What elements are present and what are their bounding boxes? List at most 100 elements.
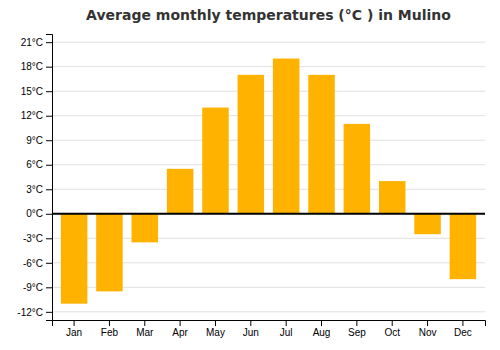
bar [96,214,123,292]
tick-mark [321,320,322,326]
tick-mark [46,312,52,313]
tick: 6°C [26,159,52,170]
tick-mark [180,320,181,326]
tick: 18°C [21,61,52,72]
tick-mark [46,263,52,264]
tick: Jan [66,320,82,338]
bar [450,214,477,279]
tick-label: Nov [419,327,437,338]
grid-line [52,115,485,116]
y-axis: -12°C -9°C -6°C -3°C 0°C 3°C 6°C 9°C 12°C 15°C 18°… [17,35,52,321]
tick-label: Oct [384,327,400,338]
grid-line [52,213,485,214]
tick-mark [250,320,251,326]
tick: Feb [101,320,119,338]
tick: -6°C [23,258,52,269]
tick: 15°C [21,86,52,97]
tick-label: Jul [280,327,293,338]
tick: 21°C [21,37,52,48]
grid-line [52,164,485,165]
grid-line [52,140,485,141]
tick: May [206,320,225,338]
tick-label: 3°C [26,184,43,195]
tick: Jun [243,320,259,338]
zero-line [52,213,485,215]
tick-mark [109,320,110,326]
tick-label: -12°C [17,307,43,318]
tick-label: Apr [172,327,188,338]
tick-mark [46,287,52,288]
tick-mark [215,320,216,326]
tick: Jul [280,320,293,338]
tick-mark [462,320,463,326]
tick-label: Jun [243,327,259,338]
tick: Sep [348,320,366,338]
tick-label: May [206,327,225,338]
tick: Oct [384,320,400,338]
tick-label: Sep [348,327,366,338]
tick: 12°C [21,110,52,121]
grid [52,42,485,312]
x-axis: Jan Feb Mar Apr May Jun Jul Aug Sep Oct Nov Dec [53,320,486,338]
tick-mark [46,91,52,92]
tick-mark [144,320,145,326]
plot: -12°C -9°C -6°C -3°C 0°C 3°C 6°C 9°C 12°C 15°C 18°… [17,35,485,339]
tick: -9°C [23,282,52,293]
tick: 0°C [26,208,52,219]
tick-mark [427,320,428,326]
tick-mark [46,238,52,239]
bar [344,124,371,214]
tick-label: 15°C [21,86,43,97]
tick-label: Mar [136,327,154,338]
tick-mark [74,320,75,326]
tick-label: Feb [101,327,119,338]
grid-line [52,91,485,92]
tick-mark [46,42,52,43]
tick: -12°C [17,307,52,318]
tick-label: Dec [454,327,472,338]
tick-mark [46,67,52,68]
tick-label: 21°C [21,37,43,48]
tick-label: Aug [313,327,331,338]
bar [238,75,265,214]
tick-label: -6°C [23,258,43,269]
tick-mark [46,165,52,166]
grid-line [52,311,485,312]
tick-mark [46,214,52,215]
bars [52,59,485,304]
tick: -3°C [23,233,52,244]
tick-label: 12°C [21,110,43,121]
tick: Mar [136,320,154,338]
bar [202,108,229,214]
bar [61,214,88,304]
tick-label: 18°C [21,61,43,72]
tick-label: Jan [66,327,82,338]
grid-line [52,42,485,43]
tick: Nov [419,320,437,338]
bar [132,214,159,243]
tick-label: -9°C [23,282,43,293]
tick-mark [46,140,52,141]
bar [379,181,406,214]
tick-mark [392,320,393,326]
tick: 3°C [26,184,52,195]
grid-line [52,66,485,67]
chart: -12°C -9°C -6°C -3°C 0°C 3°C 6°C 9°C 12°C 15°C 18°… [0,0,500,350]
bar [308,75,335,214]
tick: Apr [172,320,188,338]
axis-line [46,35,53,321]
tick-mark [46,189,52,190]
tick-mark [286,320,287,326]
tick-mark [46,116,52,117]
tick-label: 9°C [26,135,43,146]
axis-line [53,321,486,327]
bar [273,59,300,214]
grid-line [52,189,485,190]
title: Average monthly temperatures (°C ) in Mu… [86,7,451,23]
tick: Dec [454,320,472,338]
tick: 9°C [26,135,52,146]
bar [167,169,194,214]
tick-mark [356,320,357,326]
tick-label: -3°C [23,233,43,244]
tick-label: 0°C [26,208,43,219]
